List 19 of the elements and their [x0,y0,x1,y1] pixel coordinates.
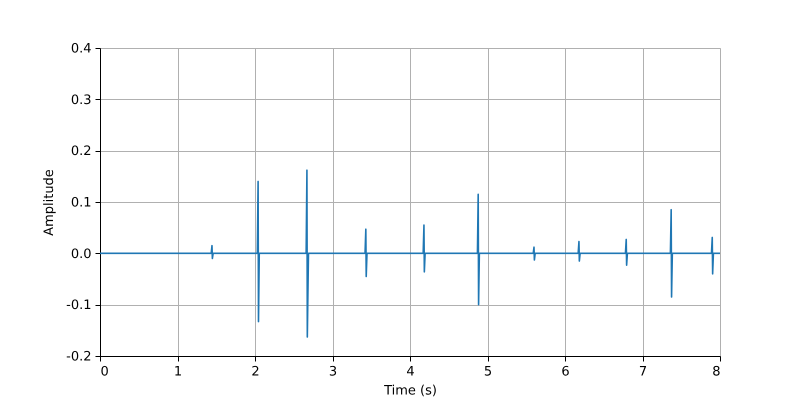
y-axis-title: Amplitude [42,169,58,236]
x-axis-title: Time (s) [383,384,437,398]
x-tick-label: 6 [561,364,570,380]
y-tick-label: 0.2 [70,144,92,160]
x-tick-label: 3 [328,364,338,380]
x-tick-label: 4 [406,364,415,380]
y-tick-label: -0.2 [66,350,92,364]
x-tick-label: 0 [100,364,109,380]
x-tick-label: 2 [251,364,260,380]
y-tick-label: 0.1 [70,196,92,210]
x-tick-label: 1 [174,364,182,380]
x-tick-label: 7 [638,364,648,380]
y-tick-label: 0.0 [70,246,92,262]
line-series [100,169,720,338]
x-tick-label: 8 [712,364,720,380]
y-tick-label: 0.3 [70,92,92,108]
x-tick-label: 5 [484,364,492,380]
y-tick-label: 0.4 [70,42,92,56]
y-tick-label: -0.1 [66,298,92,314]
